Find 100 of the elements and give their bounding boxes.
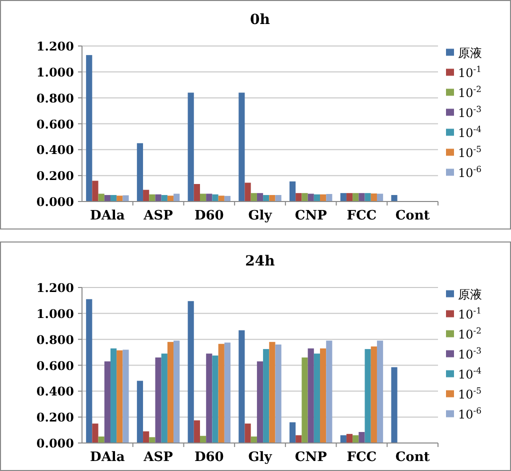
bar: [122, 195, 129, 202]
y-tick-label: 0.800: [36, 91, 74, 106]
bar: [104, 361, 110, 443]
legend-label: 10$^{-2}$: [458, 84, 482, 100]
legend-label: 10$^{-3}$: [458, 104, 482, 120]
bar: [104, 195, 110, 202]
y-tick-label: 0.600: [36, 117, 74, 132]
legend-label: 10$^{-3}$: [458, 345, 482, 362]
bar: [308, 194, 314, 202]
y-tick-label: 0.200: [36, 410, 74, 425]
x-tick-label: FCC: [346, 450, 377, 465]
y-tick-label: 1.000: [36, 65, 74, 80]
bar: [320, 194, 326, 202]
bar: [194, 184, 200, 202]
legend-label: 原液: [458, 46, 482, 60]
y-tick-label: 1.200: [36, 40, 74, 54]
x-tick-label: ASP: [142, 450, 174, 465]
legend-label: 10$^{-6}$: [458, 164, 482, 180]
y-tick-label: 0.400: [36, 143, 74, 158]
bar: [167, 342, 174, 443]
bar: [314, 354, 320, 443]
y-tick-label: 0.400: [36, 384, 74, 399]
bar: [256, 361, 264, 443]
bar: [212, 194, 218, 202]
bar: [161, 354, 168, 443]
bar: [244, 182, 251, 202]
bar: [92, 180, 98, 202]
bar: [376, 194, 384, 202]
bar: [212, 356, 218, 443]
bar: [358, 193, 365, 202]
bar: [167, 196, 174, 202]
bar: [376, 340, 384, 443]
bar: [370, 193, 377, 202]
bar: [346, 434, 353, 443]
bar: [200, 194, 206, 202]
bar: [289, 181, 296, 202]
bar: [320, 348, 326, 443]
bar: [370, 346, 377, 443]
y-tick-label: 0.800: [36, 332, 74, 347]
bar: [116, 350, 123, 443]
y-tick-label: 0.000: [36, 436, 74, 450]
legend-label: 10$^{-2}$: [458, 325, 482, 342]
x-tick-label: FCC: [346, 208, 377, 224]
legend-label: 10$^{-4}$: [458, 365, 482, 382]
bar: [86, 299, 92, 443]
bar: [155, 357, 162, 443]
bar: [224, 342, 231, 443]
x-tick-label: ASP: [142, 208, 174, 224]
bar: [155, 194, 162, 202]
bar: [314, 194, 320, 202]
y-tick-label: 0.200: [36, 169, 74, 184]
bar: [346, 193, 353, 202]
bar: [275, 344, 282, 443]
bar: [149, 194, 156, 202]
bar: [188, 301, 194, 443]
bar: [92, 424, 98, 443]
bar: [194, 420, 200, 443]
bar: [275, 195, 282, 202]
bar: [326, 194, 332, 202]
bar: [143, 431, 150, 443]
bar: [116, 196, 123, 202]
x-tick-label: Cont: [395, 208, 430, 224]
y-tick-label: 1.200: [36, 281, 74, 295]
legend-label: 10$^{-1}$: [458, 64, 482, 80]
x-tick-label: D60: [194, 208, 224, 224]
bar: [256, 193, 264, 202]
bar: [302, 357, 308, 443]
bar: [206, 194, 212, 202]
chart-title: 0h: [250, 12, 270, 28]
bar: [391, 367, 398, 443]
y-tick-label: 0.000: [36, 195, 74, 209]
bar: [188, 92, 194, 202]
bar: [238, 330, 245, 443]
bar: [161, 195, 168, 202]
bar: [364, 193, 371, 202]
y-tick-label: 1.000: [36, 306, 74, 321]
bar: [358, 432, 365, 443]
x-tick-label: Cont: [395, 450, 430, 465]
legend-label: 10$^{-5}$: [458, 385, 482, 402]
bar: [340, 435, 346, 443]
bar: [149, 437, 156, 443]
y-tick-label: 0.600: [36, 358, 74, 373]
bar: [326, 340, 332, 443]
bar: [110, 348, 117, 443]
bar: [263, 349, 270, 443]
bar: [174, 194, 180, 202]
bar: [289, 422, 296, 443]
bar: [391, 195, 398, 202]
bar: [200, 436, 206, 443]
bar: [302, 193, 308, 202]
bar: [143, 190, 150, 202]
legend-label: 10$^{-4}$: [458, 124, 482, 140]
x-tick-label: D60: [194, 450, 224, 465]
bar: [263, 195, 270, 202]
bar: [250, 193, 257, 202]
bar: [364, 349, 371, 443]
bar: [269, 342, 276, 443]
bar: [136, 143, 144, 202]
bar: [218, 344, 224, 443]
bar: [250, 436, 257, 443]
